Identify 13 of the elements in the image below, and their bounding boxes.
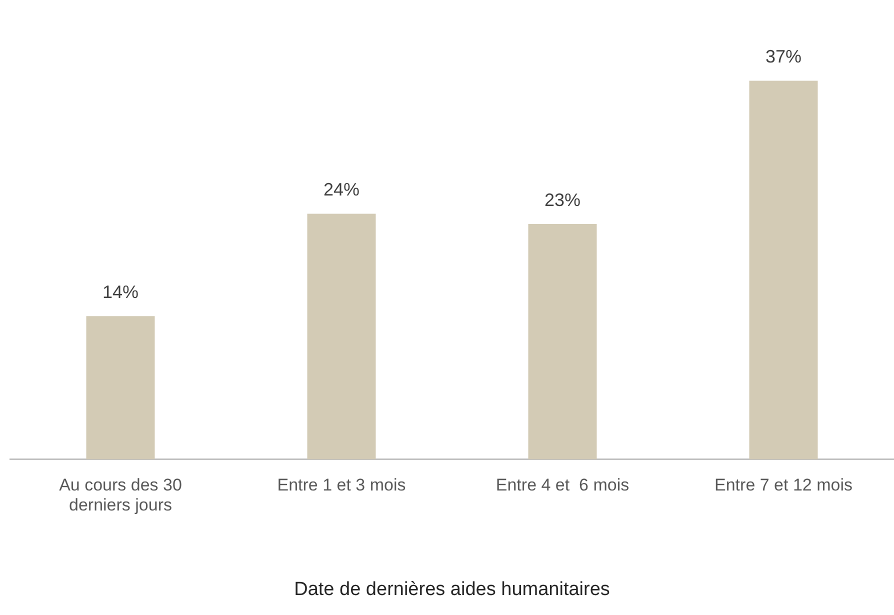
bar xyxy=(307,214,376,460)
x-axis-title: Date de dernières aides humanitaires xyxy=(294,578,610,600)
data-label: 24% xyxy=(323,180,360,200)
data-label: 37% xyxy=(765,46,802,67)
bar xyxy=(86,316,155,460)
data-label: 23% xyxy=(544,190,581,210)
x-tick-label: Entre 7 et 12 mois xyxy=(714,475,852,494)
bar xyxy=(749,80,818,460)
x-tick-label: Entre 4 et 6 mois xyxy=(496,475,630,494)
data-label: 14% xyxy=(102,282,139,302)
x-tick-label: Entre 1 et 3 mois xyxy=(277,475,406,494)
bar xyxy=(528,224,597,460)
x-tick-label: Au cours des 30 derniers jours xyxy=(59,475,182,515)
